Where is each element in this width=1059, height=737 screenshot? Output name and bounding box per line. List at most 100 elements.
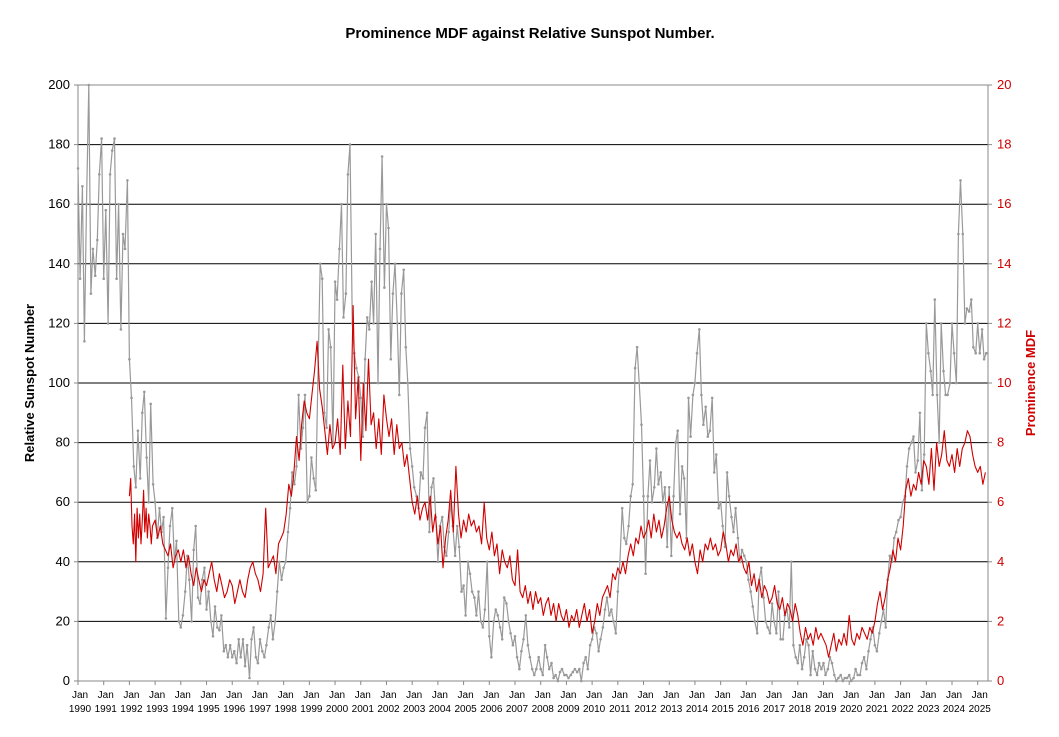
sunspot-data-point [241,638,245,641]
sunspot-data-point [640,423,643,427]
x-tick-month-label: Jan [72,690,88,701]
sunspot-data-point [314,489,318,492]
sunspot-data-point [530,667,534,671]
sunspot-data-point [631,483,634,486]
x-tick-month-label: Jan [612,690,628,701]
sunspot-data-point [892,536,896,540]
sunspot-data-point [312,477,316,480]
sunspot-data-point [689,435,692,438]
sunspot-data-point [235,661,238,665]
sunspot-data-point [961,232,965,236]
sunspot-data-point [171,506,174,510]
sunspot-data-point [323,411,326,415]
sunspot-data-point [445,554,448,558]
x-tick-month-label: Jan [792,690,808,701]
sunspot-data-point [252,626,255,629]
sunspot-data-point [346,173,350,176]
sunspot-data-point [764,620,767,623]
sunspot-data-point [344,292,348,295]
sunspot-data-point [269,614,273,617]
sunspot-data-point [584,655,587,659]
sunspot-data-point [768,632,772,635]
sunspot-data-point [798,643,802,647]
sunspot-data-point [194,524,197,528]
sunspot-data-point [796,661,800,665]
sunspot-data-point [245,643,249,647]
gridlines [78,84,988,622]
prominence-series-line [128,304,986,658]
sunspot-data-point [878,632,881,635]
sunspot-data-point [211,635,215,638]
x-tick-year-label: 1990 [69,704,92,715]
sunspot-data-point [102,277,105,281]
sunspot-data-point [805,638,808,641]
sunspot-data-point [978,351,982,355]
sunspot-data-point [361,435,365,438]
sunspot-data-point [494,608,498,611]
sunspot-data-point [809,673,812,677]
sunspot-data-point [380,155,384,158]
sunspot-data-point [565,673,568,677]
sunspot-data-point [188,578,191,581]
sunspot-data-point [258,638,262,641]
sunspot-data-point [753,620,757,623]
sunspot-data-point [725,471,729,474]
x-tick-year-label: 1991 [95,704,118,715]
sunspot-data-point [678,512,682,516]
sunspot-data-point [500,638,504,641]
sunspot-data-point [183,590,187,593]
sunspot-data-point [432,477,435,480]
sunspot-data-point [732,530,735,534]
sunspot-data-point [916,459,920,462]
sunspot-data-point [815,673,819,677]
sunspot-data-point [213,605,217,608]
sunspot-data-point [473,596,476,599]
sunspot-data-point [254,655,258,659]
sunspot-data-point [138,477,142,480]
sunspot-data-point [130,396,133,400]
sunspot-data-point [145,456,148,459]
x-tick-year-label: 2020 [840,704,863,715]
sunspot-data-point [899,515,902,519]
sunspot-data-point [428,530,431,534]
sunspot-data-point [177,620,181,623]
sunspot-data-point [573,667,577,671]
sunspot-data-point [106,322,110,325]
x-axis-ticks: Jan 1990 Jan 1991 Jan 1992 Jan 1993 Jan 1994 Jan 19… [69,681,991,715]
sunspot-data-point [393,262,397,266]
sunspot-data-point [83,340,86,343]
x-tick-month-label: Jan [355,690,371,701]
sunspot-data-point [822,661,825,665]
sunspot-data-point [659,471,663,474]
sunspot-data-point [462,584,465,587]
sunspot-data-point [905,465,909,468]
x-tick-month-label: Jan [329,690,345,701]
sunspot-data-point [715,453,718,456]
left-tick-label: 100 [48,375,70,390]
sunspot-data-point [907,447,911,450]
x-tick-year-label: 2019 [814,704,837,715]
sunspot-data-point [196,596,200,599]
sunspot-data-point [642,494,645,498]
x-tick-year-label: 2006 [480,704,503,715]
sunspot-data-point [537,655,540,659]
x-tick-month-label: Jan [432,690,448,701]
left-axis-ticks: 0 20 40 60 80 100 120 140 160 180 200 [48,77,78,688]
sunspot-data-point [325,426,328,430]
sunspot-data-point [78,277,82,281]
sunspot-data-point [635,345,639,349]
sunspot-data-point [704,405,707,409]
x-tick-year-label: 1999 [300,704,323,715]
sunspot-data-point [698,328,701,331]
sunspot-data-point [400,292,403,295]
sunspot-data-point [228,643,232,647]
sunspot-data-point [770,602,774,605]
sunspot-data-point [284,560,288,564]
sunspot-data-point [545,655,549,659]
sunspot-data-point [113,137,116,140]
x-tick-year-label: 2023 [917,704,940,715]
sunspot-data-point [802,655,806,659]
sunspot-data-point [888,554,892,558]
x-tick-year-label: 1998 [275,704,298,715]
